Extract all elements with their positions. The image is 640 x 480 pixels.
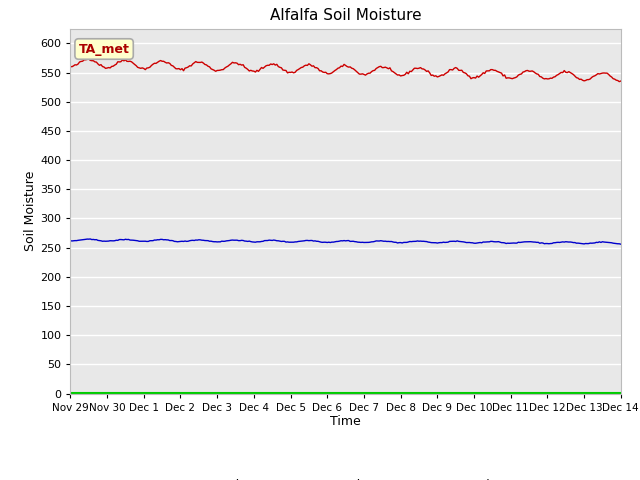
Legend: Theta10cm, Theta20cm, Rain: Theta10cm, Theta20cm, Rain <box>188 474 503 480</box>
Title: Alfalfa Soil Moisture: Alfalfa Soil Moisture <box>270 9 421 24</box>
Y-axis label: Soil Moisture: Soil Moisture <box>24 171 38 252</box>
X-axis label: Time: Time <box>330 415 361 429</box>
Text: TA_met: TA_met <box>79 43 129 56</box>
